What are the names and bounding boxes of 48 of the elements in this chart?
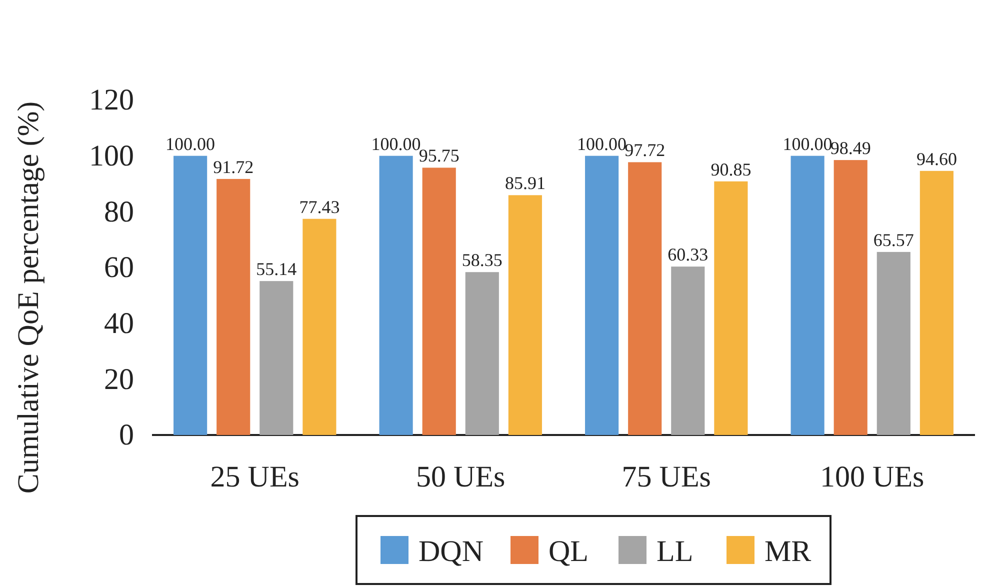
data-label: 97.72 [624, 140, 666, 160]
y-tick-label: 60 [104, 251, 134, 284]
y-tick-label: 0 [119, 418, 134, 452]
bar [790, 156, 824, 435]
x-tick-label: 100 UEs [820, 460, 924, 494]
bar [920, 170, 954, 435]
bar [302, 218, 336, 435]
bar [628, 162, 662, 435]
data-label: 95.75 [418, 146, 460, 166]
bar [671, 266, 705, 435]
data-label: 85.91 [504, 173, 546, 194]
bar [876, 252, 910, 435]
y-tick-label: 120 [89, 84, 134, 117]
bar [174, 156, 208, 435]
y-tick-label: 20 [104, 362, 134, 396]
x-tick-label: 50 UEs [416, 460, 506, 494]
bar [422, 168, 456, 435]
data-label: 60.33 [668, 244, 708, 265]
data-label: 65.57 [873, 230, 914, 250]
bar [585, 156, 619, 435]
data-label: 98.49 [830, 138, 871, 158]
data-label: 100.00 [782, 134, 832, 154]
bar [260, 281, 294, 435]
x-tick-label: 75 UEs [622, 460, 711, 494]
data-label: 91.72 [213, 156, 254, 177]
bar [465, 272, 499, 435]
data-label: 100.00 [371, 134, 421, 154]
legend-label: QL [548, 535, 588, 568]
data-label: 90.85 [710, 159, 752, 180]
data-label: 100.00 [166, 134, 216, 154]
data-label: 94.60 [916, 148, 957, 169]
y-axis-title: Cumulative QoE percentage (%) [12, 101, 45, 494]
bar [714, 181, 748, 435]
legend-label: MR [764, 535, 812, 568]
bar [216, 178, 250, 435]
bar [508, 195, 542, 435]
x-tick-label: 25 UEs [210, 460, 300, 494]
data-label: 77.43 [299, 196, 340, 217]
y-tick-label: 80 [104, 195, 134, 228]
y-tick-label: 40 [104, 306, 134, 340]
y-tick-label: 100 [89, 139, 134, 172]
bar [834, 160, 868, 435]
legend-label: DQN [418, 535, 484, 568]
data-label: 55.14 [256, 259, 297, 280]
bar [379, 156, 413, 435]
data-label: 100.00 [577, 134, 627, 154]
data-label: 58.35 [462, 250, 502, 270]
legend-label: LL [656, 535, 694, 568]
